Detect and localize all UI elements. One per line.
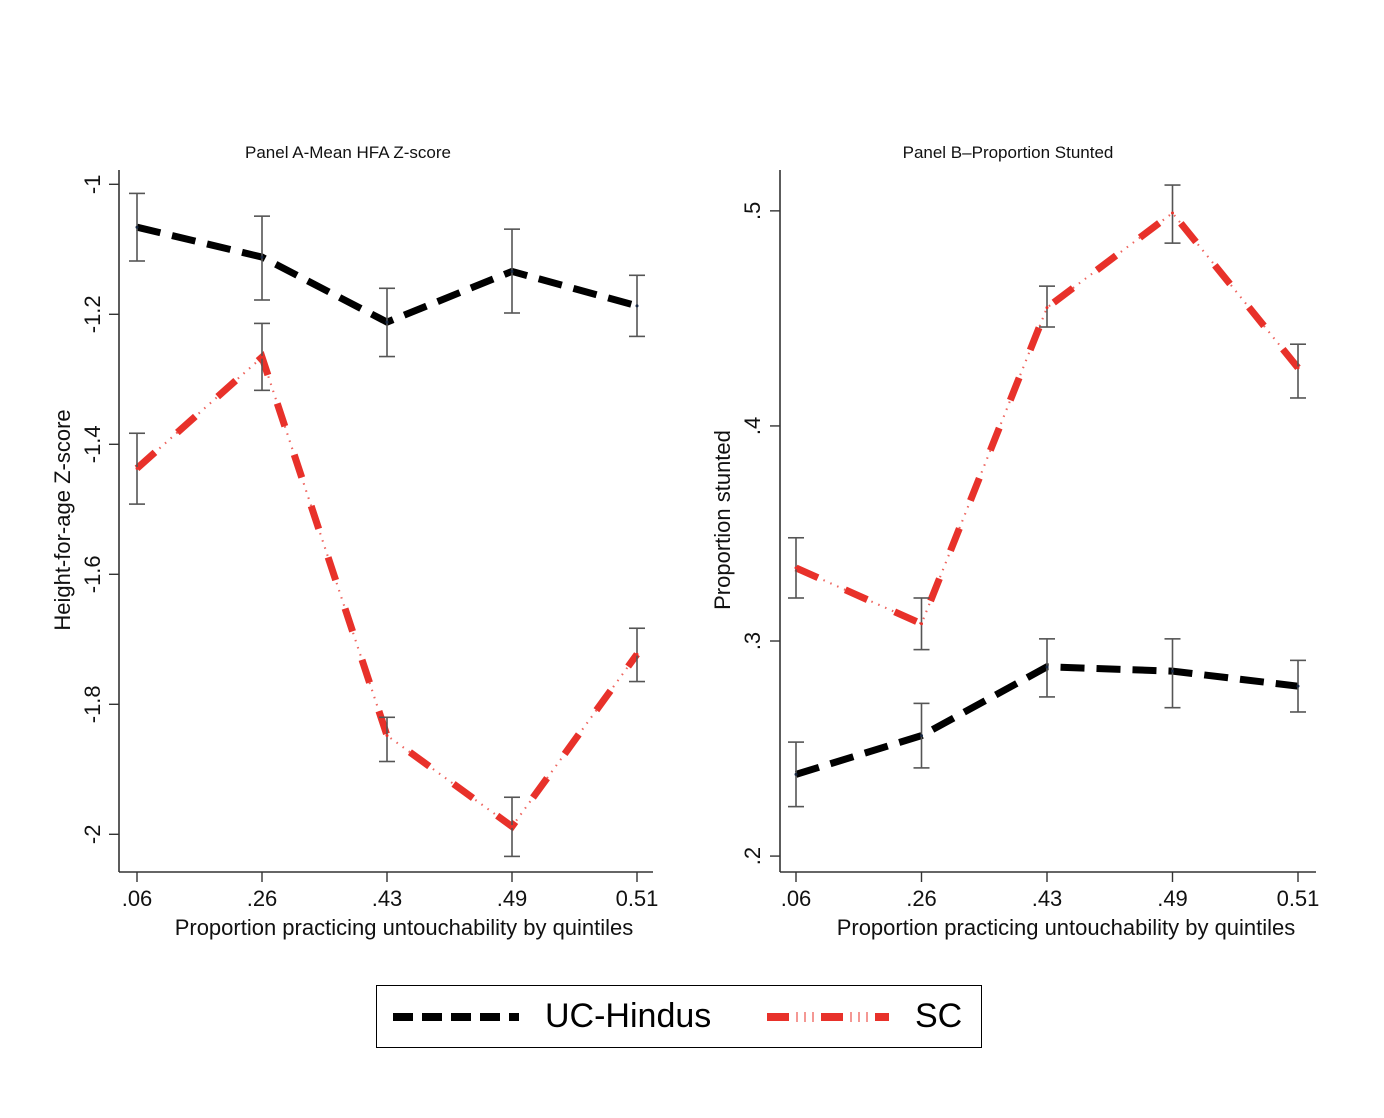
chart-title: Panel A-Mean HFA Z-score bbox=[245, 143, 451, 162]
data-point bbox=[920, 622, 923, 626]
legend-item-sc: SC bbox=[765, 986, 962, 1047]
data-point bbox=[260, 255, 264, 259]
x-axis-label: Proportion practicing untouchability by … bbox=[837, 915, 1296, 940]
data-point bbox=[135, 466, 139, 470]
legend-sc-dash bbox=[875, 1012, 889, 1021]
x-tick-label: .43 bbox=[1032, 886, 1063, 911]
y-tick-label: -1.4 bbox=[80, 425, 105, 463]
data-point bbox=[635, 652, 639, 656]
legend-sc-dash bbox=[821, 1012, 843, 1021]
x-tick-label: 0.51 bbox=[616, 886, 659, 911]
y-tick-label: .2 bbox=[740, 847, 765, 865]
data-point bbox=[260, 355, 264, 359]
x-axis-label: Proportion practicing untouchability by … bbox=[175, 915, 634, 940]
data-point bbox=[920, 734, 923, 738]
y-tick-label: .3 bbox=[740, 632, 765, 650]
x-tick-label: .26 bbox=[247, 886, 278, 911]
series-sc bbox=[129, 322, 645, 858]
x-tick-label: .06 bbox=[122, 886, 153, 911]
legend: UC-Hindus SC bbox=[376, 985, 982, 1048]
data-point bbox=[385, 320, 389, 324]
series-sc bbox=[788, 184, 1306, 651]
panel-a: Panel A-Mean HFA Z-score -1 -1.2 -1.4 -1.6 -1… bbox=[50, 143, 658, 940]
data-point bbox=[635, 304, 639, 308]
x-tick-label: .49 bbox=[497, 886, 528, 911]
data-point bbox=[794, 566, 798, 570]
data-point bbox=[385, 734, 389, 737]
x-tick-label: .49 bbox=[1157, 886, 1188, 911]
data-point bbox=[1045, 665, 1049, 669]
legend-label-sc: SC bbox=[915, 997, 963, 1035]
y-axis-label: Proportion stunted bbox=[710, 430, 735, 610]
x-tick-label: .43 bbox=[372, 886, 403, 911]
y-tick-label: -1.8 bbox=[80, 685, 105, 723]
y-tick-label: -1.2 bbox=[80, 295, 105, 333]
data-point bbox=[510, 269, 514, 273]
legend-item-uc-hindus: UC-Hindus bbox=[391, 986, 711, 1047]
data-point bbox=[1171, 211, 1174, 215]
series-line-sc bbox=[134, 351, 640, 832]
data-point bbox=[135, 225, 139, 229]
y-tick-label: -2 bbox=[80, 825, 105, 845]
data-point bbox=[1296, 684, 1300, 688]
y-tick-label: -1 bbox=[80, 175, 105, 195]
series-line-sc bbox=[794, 208, 1301, 629]
y-axis-label: Height-for-age Z-score bbox=[50, 409, 75, 630]
data-point bbox=[1045, 306, 1049, 310]
data-point bbox=[1171, 669, 1174, 673]
data-point bbox=[794, 772, 798, 776]
legend-label-uc-hindus: UC-Hindus bbox=[545, 997, 712, 1035]
legend-sc-dash bbox=[767, 1012, 789, 1021]
legend-swatch-uc-hindus bbox=[393, 1012, 519, 1021]
series-uc-hindus bbox=[129, 192, 645, 358]
x-tick-label: .26 bbox=[906, 886, 937, 911]
legend-swatch-sc bbox=[767, 1011, 889, 1022]
data-point bbox=[1296, 366, 1300, 370]
chart-title: Panel B–Proportion Stunted bbox=[903, 143, 1114, 162]
x-tick-label: .06 bbox=[781, 886, 812, 911]
y-tick-label: .4 bbox=[740, 417, 765, 435]
data-point bbox=[510, 825, 514, 828]
panel-b: Panel B–Proportion Stunted .5 .4 .3 .2 .06 .26… bbox=[710, 143, 1319, 940]
y-tick-label: .5 bbox=[740, 202, 765, 220]
series-uc-hindus bbox=[788, 638, 1306, 808]
x-tick-label: 0.51 bbox=[1277, 886, 1320, 911]
y-tick-label: -1.6 bbox=[80, 555, 105, 593]
